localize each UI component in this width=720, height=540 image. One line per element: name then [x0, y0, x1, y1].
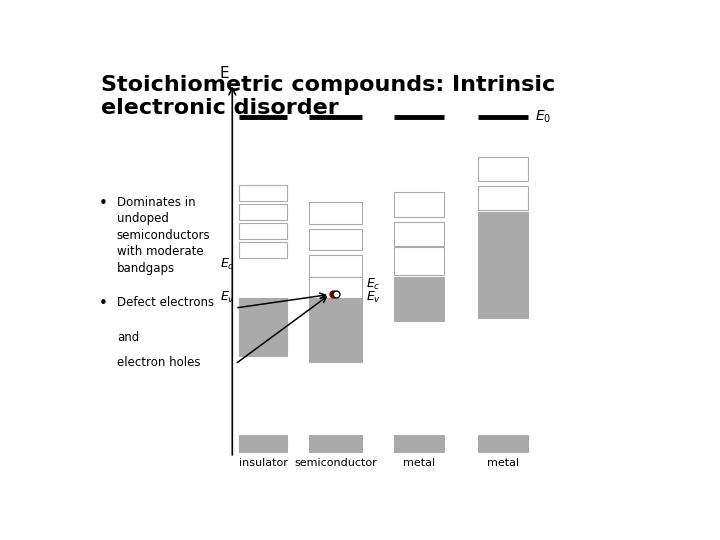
Text: and: and	[117, 331, 139, 344]
Text: $E_c$: $E_c$	[220, 258, 235, 272]
Text: metal: metal	[487, 458, 519, 468]
Bar	[239, 435, 287, 453]
Bar	[478, 212, 528, 319]
Bar	[478, 157, 528, 181]
Bar	[239, 204, 287, 220]
Bar	[394, 435, 444, 453]
Bar	[394, 221, 444, 246]
Text: $E_v$: $E_v$	[366, 290, 382, 305]
Text: $E_c$: $E_c$	[366, 277, 381, 292]
Text: semiconductor: semiconductor	[294, 458, 377, 468]
Text: $E_v$: $E_v$	[220, 290, 235, 305]
Text: Stoichiometric compounds: Intrinsic
electronic disorder: Stoichiometric compounds: Intrinsic elec…	[101, 75, 555, 118]
Bar	[309, 435, 362, 453]
Bar	[309, 277, 362, 304]
Text: Dominates in
undoped
semiconductors
with moderate
bandgaps: Dominates in undoped semiconductors with…	[117, 196, 210, 275]
Bar	[239, 185, 287, 201]
Text: •: •	[99, 295, 107, 310]
Text: electron holes: electron holes	[117, 356, 200, 369]
Text: $E_0$: $E_0$	[535, 109, 551, 125]
Text: Defect electrons: Defect electrons	[117, 295, 214, 308]
Text: insulator: insulator	[238, 458, 287, 468]
Bar	[309, 255, 362, 277]
Bar	[478, 435, 528, 453]
Text: metal: metal	[403, 458, 436, 468]
Bar	[478, 186, 528, 210]
Bar	[394, 277, 444, 321]
Bar	[239, 223, 287, 239]
Bar	[309, 202, 362, 224]
Bar	[309, 228, 362, 250]
Bar	[394, 246, 444, 275]
Text: E: E	[220, 66, 230, 82]
Text: •: •	[99, 196, 107, 211]
Bar	[309, 298, 362, 362]
Bar	[394, 192, 444, 217]
Bar	[239, 298, 287, 356]
Bar	[239, 242, 287, 258]
